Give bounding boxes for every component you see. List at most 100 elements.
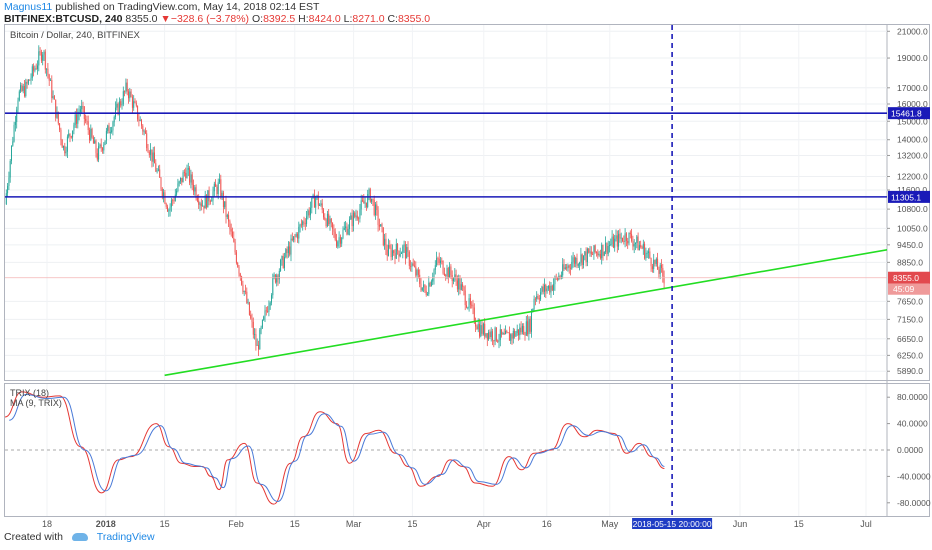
candle-body: [637, 236, 639, 251]
candle-body: [337, 241, 339, 247]
candle-body: [628, 232, 630, 244]
candle-body: [330, 218, 332, 223]
candle-body: [55, 99, 57, 118]
candle-body: [135, 102, 137, 106]
created-with-text: Created with: [4, 531, 63, 543]
candle-body: [589, 251, 591, 253]
candle-body: [632, 240, 634, 247]
candle-body: [655, 258, 657, 264]
candle-body: [477, 324, 479, 330]
candle-body: [56, 111, 58, 118]
level-label-bg: [888, 107, 930, 120]
candle-body: [462, 284, 464, 287]
candle-body: [216, 186, 218, 195]
candle-body: [605, 242, 607, 252]
candle-body: [338, 237, 340, 242]
candle-body: [403, 244, 405, 247]
price-tick-label: 11600.0: [897, 185, 927, 195]
candle-body: [389, 245, 391, 248]
candle-body: [341, 237, 343, 244]
candle-body: [459, 278, 461, 290]
candle-body: [467, 307, 469, 309]
candle-body: [157, 169, 159, 171]
candle-body: [215, 183, 217, 187]
close-value: 8355.0: [397, 13, 431, 25]
candle-body: [631, 234, 633, 241]
symbol-label[interactable]: BITFINEX:BTCUSD, 240: [4, 13, 123, 25]
candle-body: [596, 252, 597, 253]
price-tick-label: 15000.0: [897, 116, 928, 126]
candle-body: [198, 200, 200, 205]
candle-body: [466, 305, 467, 308]
candle-body: [287, 246, 289, 254]
candle-body: [117, 103, 119, 115]
candle-body: [11, 145, 12, 161]
candle-body: [581, 254, 583, 266]
candle-body: [651, 266, 653, 270]
time-tick-label: 15: [160, 519, 170, 529]
candle-body: [33, 66, 35, 71]
candle-body: [29, 79, 31, 81]
candle-body: [635, 242, 636, 244]
candle-body: [659, 264, 661, 274]
level-price-label: 11305.1: [891, 192, 921, 202]
candle-body: [152, 152, 154, 162]
candle-body: [654, 259, 656, 264]
candle-body: [290, 238, 292, 255]
candle-body: [494, 327, 496, 342]
candle-body: [390, 247, 392, 258]
candle-body: [209, 201, 211, 202]
candle-body: [649, 251, 651, 259]
candle-body: [567, 265, 569, 269]
candle-body: [143, 130, 145, 132]
candle-body: [495, 327, 497, 341]
candle-body: [31, 66, 33, 78]
chart-title: Bitcoin / Dollar, 240, BITFINEX: [10, 30, 141, 41]
candle-body: [190, 174, 192, 183]
candle-body: [40, 51, 42, 61]
tradingview-link[interactable]: TradingView: [96, 531, 155, 543]
candle-body: [497, 340, 499, 342]
candle-body: [536, 295, 538, 300]
candle-body: [663, 276, 665, 284]
time-tick-label: 15: [290, 519, 300, 529]
price-pane[interactable]: [4, 24, 930, 381]
candle-body: [91, 128, 93, 138]
candle-body: [241, 276, 243, 285]
price-tick-label: 10050.0: [897, 223, 928, 233]
candle-body: [183, 172, 185, 174]
candle-body: [555, 276, 557, 278]
candle-body: [624, 233, 626, 242]
candle-body: [329, 218, 331, 225]
candle-body: [606, 242, 608, 254]
candle-body: [346, 226, 348, 235]
time-tick-label: 18: [42, 519, 52, 529]
candle-body: [26, 81, 28, 84]
candle-body: [14, 122, 16, 125]
candle-body: [519, 327, 521, 336]
candle-body: [177, 183, 179, 192]
candle-body: [428, 282, 430, 295]
price-tick-label: 7150.0: [897, 314, 923, 324]
change-arrow: ▼: [160, 13, 171, 25]
candle-body: [372, 198, 374, 201]
candle-body: [196, 198, 198, 201]
candle-body: [333, 229, 335, 232]
time-tick-label: 15: [407, 519, 417, 529]
candle-body: [590, 251, 592, 255]
candle-body: [398, 250, 400, 257]
author-link[interactable]: Magnus11: [4, 1, 53, 13]
candle-body: [30, 77, 32, 81]
candle-body: [610, 244, 612, 245]
candle-body: [234, 241, 236, 253]
candle-body: [492, 331, 493, 341]
candle-body: [208, 190, 210, 202]
candle-body: [246, 291, 248, 303]
candle-body: [349, 219, 350, 229]
candle-body: [615, 235, 617, 239]
time-tick-label: Feb: [228, 519, 244, 529]
candle-body: [129, 91, 131, 99]
candle-body: [70, 136, 72, 138]
candle-body: [527, 321, 529, 335]
